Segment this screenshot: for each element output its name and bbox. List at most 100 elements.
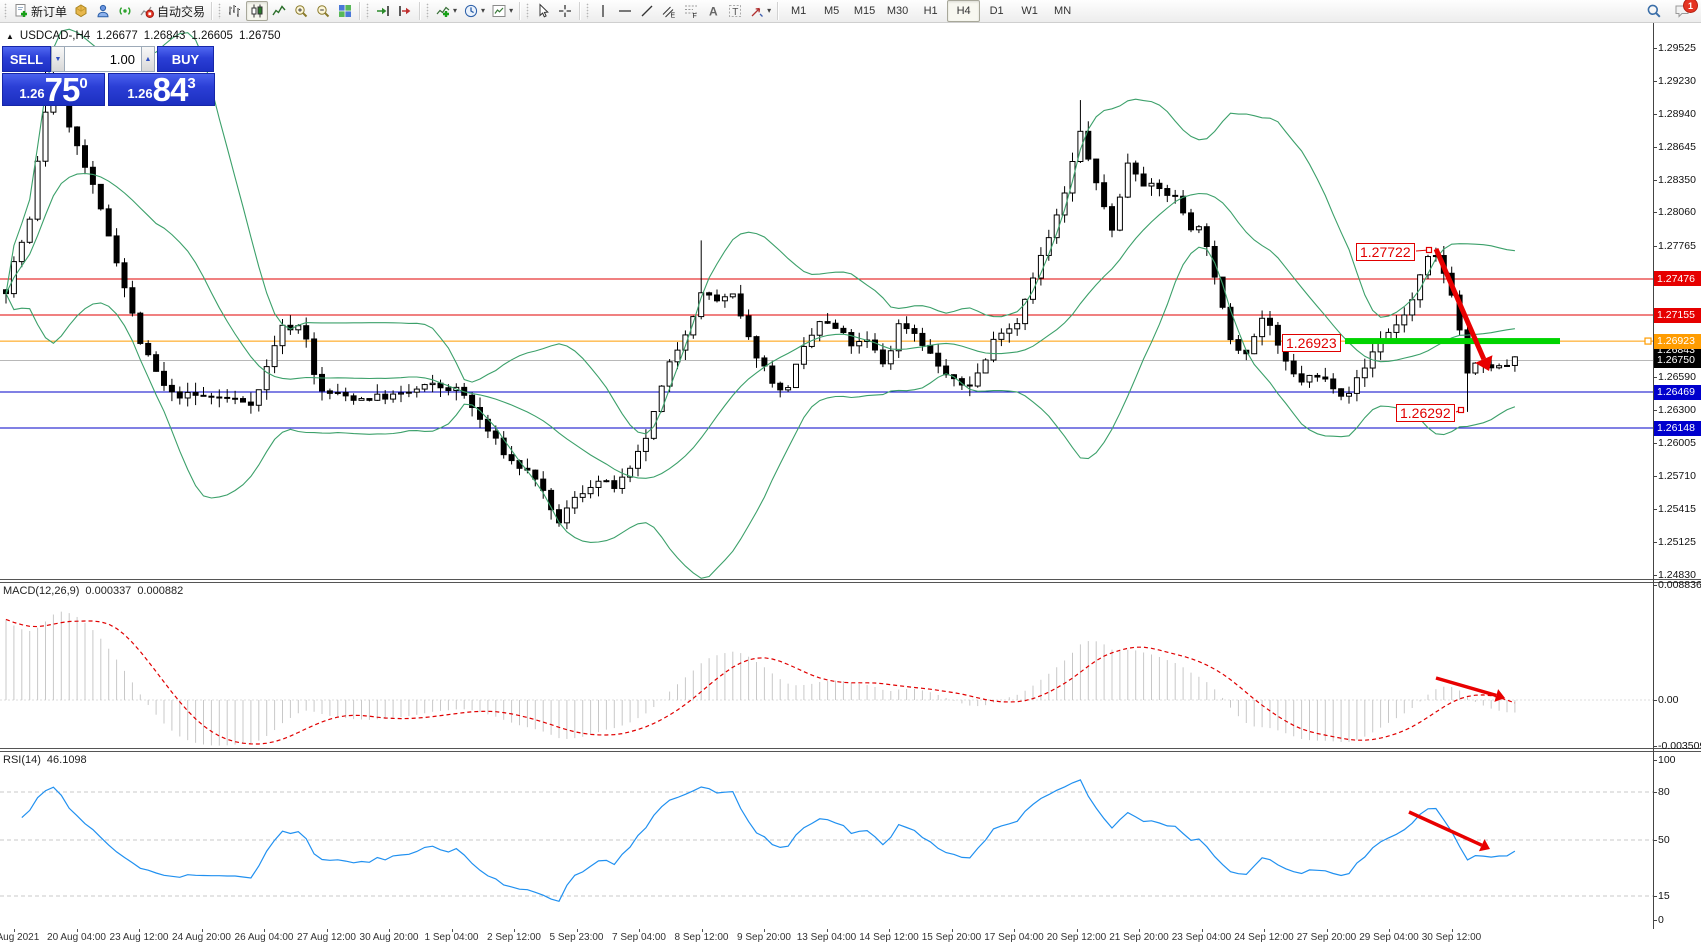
macd-pane-canvas[interactable] xyxy=(0,583,1653,748)
toolbar-grip[interactable] xyxy=(366,3,371,19)
zoom-out-icon xyxy=(317,5,330,18)
volume-input[interactable]: 1.00 xyxy=(65,46,141,72)
toolbar-separator xyxy=(359,2,362,20)
tile-windows-button[interactable] xyxy=(334,1,356,21)
timeframe-toolbar: M1 M5 M15 M30 H1 H4 D1 W1 MN xyxy=(782,0,1079,22)
date-axis-label: 14 Sep 12:00 xyxy=(859,932,919,943)
zoom-out-button[interactable] xyxy=(312,1,334,21)
ohlc-low: 1.26605 xyxy=(191,30,233,42)
sell-price-big: 75 xyxy=(44,70,81,108)
timeframe-d1-button[interactable]: D1 xyxy=(989,5,1004,17)
svg-text:F: F xyxy=(693,13,697,19)
timeframe-m30-button[interactable]: M30 xyxy=(886,5,909,17)
pane-separator[interactable] xyxy=(0,748,1701,752)
templates-dropdown-icon[interactable]: ▾ xyxy=(509,6,514,15)
search-button[interactable] xyxy=(1643,1,1665,21)
market-watch-button[interactable] xyxy=(70,1,92,21)
auto-trading-button[interactable]: 自动交易 xyxy=(136,1,208,21)
periods-dropdown-icon[interactable]: ▾ xyxy=(481,6,486,15)
date-axis-label: 20 Aug 04:00 xyxy=(47,932,106,943)
crosshair-icon xyxy=(559,5,572,17)
indicators-icon xyxy=(436,6,450,17)
timeframe-m15-button[interactable]: M15 xyxy=(853,5,876,17)
crosshair-button[interactable] xyxy=(554,1,576,21)
date-axis-tick-mark xyxy=(139,929,140,932)
vertical-line-button[interactable] xyxy=(592,1,614,21)
zoom-in-button[interactable] xyxy=(290,1,312,21)
date-axis-tick-mark xyxy=(14,929,15,932)
timeframe-h4-button[interactable]: H4 xyxy=(947,0,981,22)
text-icon: A xyxy=(709,5,718,19)
candlestick-chart-button[interactable] xyxy=(246,1,269,21)
candlestick-chart-icon xyxy=(251,4,263,18)
volume-decrease-button[interactable]: ▼ xyxy=(51,46,65,72)
indicators-button[interactable]: ▾ xyxy=(432,1,460,21)
arrows-button[interactable]: ▾ xyxy=(746,1,774,21)
templates-button[interactable]: ▾ xyxy=(488,1,516,21)
sell-button[interactable]: SELL xyxy=(2,46,51,72)
cursor-button[interactable] xyxy=(532,1,554,21)
fibonacci-button[interactable]: F xyxy=(680,1,702,21)
trendline-button[interactable] xyxy=(636,1,658,21)
signals-button[interactable] xyxy=(114,1,136,21)
pane-separator[interactable] xyxy=(0,579,1701,583)
arrows-dropdown-icon[interactable]: ▾ xyxy=(767,6,772,15)
toolbar-grip[interactable] xyxy=(426,3,431,19)
price-axis-tick: 1.28940 xyxy=(1653,107,1696,120)
buy-price-display[interactable]: 1.26 84 3 xyxy=(108,73,215,106)
text-label-button[interactable]: T xyxy=(724,1,746,21)
date-axis-tick-mark xyxy=(514,929,515,932)
date-axis-tick-mark xyxy=(451,929,453,932)
timeframe-mn-button[interactable]: MN xyxy=(1054,5,1072,17)
date-axis-tick-mark xyxy=(951,929,953,932)
rsi-name: RSI(14) xyxy=(3,754,41,766)
equidistant-channel-icon: E xyxy=(662,6,676,20)
rsi-value: 46.1098 xyxy=(46,754,87,766)
bar-chart-button[interactable] xyxy=(224,1,246,21)
price-axis-tick: 1.28060 xyxy=(1653,206,1696,219)
notifications-button[interactable]: 1 xyxy=(1671,0,1698,21)
price-axis-tick: 1.26005 xyxy=(1653,437,1696,450)
price-annotation-label[interactable]: 1.26292 xyxy=(1396,404,1455,422)
text-button[interactable]: A xyxy=(702,1,724,21)
price-axis-tick: 1.28645 xyxy=(1653,140,1696,153)
date-axis-tick-mark xyxy=(326,929,328,932)
navigator-button[interactable] xyxy=(92,1,114,21)
timeframe-w1-button[interactable]: W1 xyxy=(1021,5,1038,17)
toolbar-grip[interactable] xyxy=(4,3,8,19)
horizontal-line-button[interactable] xyxy=(614,1,636,21)
new-order-button[interactable]: 新订单 xyxy=(10,1,70,21)
line-chart-button[interactable] xyxy=(268,1,290,21)
indicators-dropdown-icon[interactable]: ▾ xyxy=(453,6,458,15)
sell-price-display[interactable]: 1.26 75 0 xyxy=(2,73,105,106)
svg-text:A: A xyxy=(709,5,718,19)
date-axis-tick-mark xyxy=(264,929,265,932)
main-toolbar: 新订单 自动交易 ▾ ▾ ▾ E F A T ▾ M1 M5 M15 M30 H1 H4 D1 W1 MN 1 xyxy=(0,0,1701,23)
auto-scroll-button[interactable] xyxy=(372,1,394,21)
price-annotation-label[interactable]: 1.27722 xyxy=(1356,243,1415,261)
toolbar-grip[interactable] xyxy=(526,3,531,19)
svg-text:E: E xyxy=(671,13,676,20)
equidistant-channel-button[interactable]: E xyxy=(658,1,680,21)
date-axis-label: 13 Sep 04:00 xyxy=(796,932,857,943)
date-axis-label: 27 Aug 12:00 xyxy=(297,932,356,943)
auto-trading-icon xyxy=(140,6,155,19)
toolbar-grip[interactable] xyxy=(218,3,223,19)
buy-button[interactable]: BUY xyxy=(157,46,214,72)
rsi-pane-canvas[interactable] xyxy=(0,752,1653,929)
panel-collapse-icon[interactable]: ▲ xyxy=(6,31,14,41)
date-axis-label: 23 Aug 12:00 xyxy=(109,932,169,943)
toolbar-grip[interactable] xyxy=(586,3,591,19)
periods-button[interactable]: ▾ xyxy=(460,1,488,21)
toolbar-right: 1 xyxy=(1643,0,1698,21)
macd-axis-tick: 0.008836 xyxy=(1653,579,1701,592)
signals-icon xyxy=(119,7,131,15)
timeframe-m1-button[interactable]: M1 xyxy=(790,5,807,17)
navigator-icon xyxy=(97,4,109,18)
price-annotation-label[interactable]: 1.26923 xyxy=(1282,334,1341,352)
timeframe-h1-button[interactable]: H1 xyxy=(923,5,938,17)
timeframe-m5-button[interactable]: M5 xyxy=(823,5,840,17)
volume-increase-button[interactable]: ▲ xyxy=(141,46,155,72)
price-chart-canvas[interactable] xyxy=(0,23,1653,579)
chart-shift-button[interactable] xyxy=(394,1,416,21)
